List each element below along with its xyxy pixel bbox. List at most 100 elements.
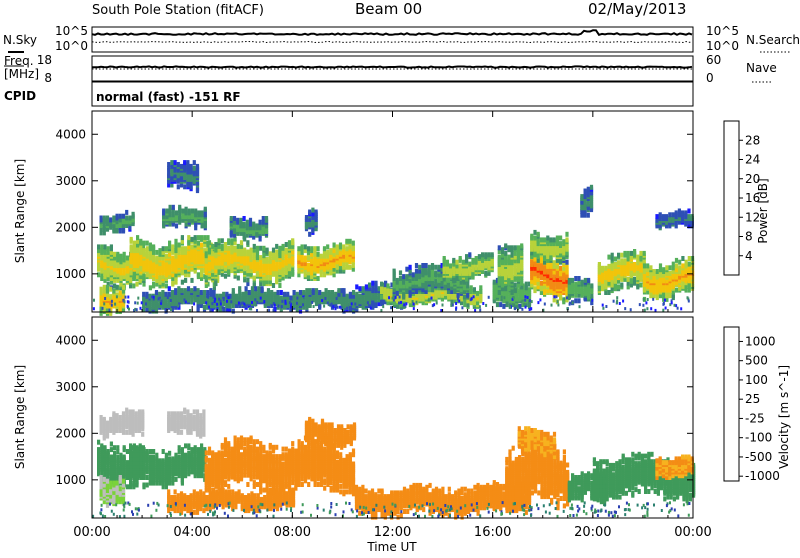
y-tick-label: 1000 xyxy=(55,267,86,281)
heatmap-cell xyxy=(443,256,446,261)
heatmap-cell xyxy=(119,254,122,259)
heatmap-cell xyxy=(196,164,199,169)
heatmap-cell xyxy=(239,218,242,223)
heatmap-speckle xyxy=(137,302,139,305)
heatmap-cell xyxy=(325,288,328,293)
heatmap-cell xyxy=(194,235,197,240)
heatmap-speckle xyxy=(125,296,127,299)
heatmap-cell xyxy=(277,290,280,295)
heatmap-cell xyxy=(291,238,294,243)
heatmap-cell xyxy=(116,455,119,460)
heatmap-speckle xyxy=(479,308,481,311)
heatmap-speckle xyxy=(281,305,283,308)
heatmap-cell xyxy=(265,216,268,221)
heatmap-cell xyxy=(685,260,688,265)
heatmap-cell xyxy=(659,263,662,268)
heatmap-speckle xyxy=(128,308,130,311)
heatmap-speckle xyxy=(165,301,167,304)
noise-tick-left-top: 10^5 xyxy=(55,24,88,38)
heatmap-cell xyxy=(234,246,237,251)
heatmap-speckle xyxy=(114,303,116,306)
heatmap-speckle xyxy=(643,298,645,301)
heatmap-cell xyxy=(346,294,349,299)
heatmap-cell xyxy=(409,265,412,270)
heatmap-cell xyxy=(320,254,323,259)
heatmap-speckle xyxy=(529,299,531,302)
heatmap-speckle xyxy=(274,304,276,307)
heatmap-cell xyxy=(183,160,186,165)
cpid-panel: CPID normal (fast) -151 RF xyxy=(4,82,693,106)
heatmap-cell xyxy=(186,160,189,165)
heatmap-cell xyxy=(620,283,623,288)
heatmap-cell xyxy=(371,281,374,286)
heatmap-speckle xyxy=(503,296,505,299)
heatmap-cell xyxy=(218,238,221,243)
heatmap-cell xyxy=(318,290,321,295)
heatmap-cell xyxy=(177,162,180,167)
freq-tick-bottom: 8 xyxy=(44,71,52,85)
heatmap-speckle xyxy=(455,302,457,305)
heatmap-cell xyxy=(380,295,383,300)
heatmap-cell xyxy=(113,445,116,450)
heatmap-cell xyxy=(493,280,496,285)
heatmap-speckle xyxy=(127,305,129,308)
heatmap-cell xyxy=(130,270,133,275)
heatmap-cell xyxy=(623,251,626,256)
heatmap-speckle xyxy=(572,301,574,304)
heatmap-cell xyxy=(614,257,617,262)
heatmap-speckle xyxy=(311,301,313,304)
heatmap-speckle xyxy=(616,300,618,303)
heatmap-cell xyxy=(326,244,329,249)
heatmap-cell xyxy=(126,449,129,454)
heatmap-speckle xyxy=(399,296,401,299)
heatmap-speckle xyxy=(630,308,632,311)
heatmap-cell xyxy=(177,286,180,291)
heatmap-cell xyxy=(431,263,434,268)
heatmap-speckle xyxy=(403,303,405,306)
heatmap-cell xyxy=(174,288,177,293)
heatmap-cell xyxy=(275,250,278,255)
heatmap-cell xyxy=(587,187,590,192)
heatmap-cell xyxy=(662,214,665,219)
heatmap-speckle xyxy=(177,305,179,308)
heatmap-speckle xyxy=(388,296,390,299)
heatmap-cell xyxy=(574,298,577,303)
heatmap-cell xyxy=(484,271,487,276)
heatmap-cell xyxy=(112,289,115,294)
heatmap-speckle xyxy=(482,302,484,305)
heatmap-speckle xyxy=(655,309,657,312)
heatmap-cell xyxy=(203,235,206,240)
heatmap-cell xyxy=(165,254,168,259)
heatmap-cell xyxy=(155,290,158,295)
heatmap-speckle xyxy=(383,300,385,303)
heatmap-cell xyxy=(617,253,620,258)
heatmap-speckle xyxy=(153,296,155,299)
heatmap-speckle xyxy=(151,295,153,298)
heatmap-cell xyxy=(565,237,568,242)
heatmap-cell xyxy=(630,251,633,256)
heatmap-cell xyxy=(208,240,211,245)
heatmap-cell xyxy=(328,290,331,295)
heatmap-cell xyxy=(549,237,552,242)
heatmap-speckle xyxy=(677,307,679,310)
heatmap-cell xyxy=(211,251,214,256)
heatmap-cell xyxy=(181,280,184,285)
heatmap-cell xyxy=(501,247,504,252)
heatmap-cell xyxy=(230,216,233,221)
heatmap-speckle xyxy=(268,309,270,312)
heatmap-speckle xyxy=(251,301,253,304)
heatmap-speckle xyxy=(413,303,415,306)
heatmap-speckle xyxy=(302,303,304,306)
heatmap-cell xyxy=(517,245,520,250)
heatmap-speckle xyxy=(436,302,438,305)
colorbar-frame xyxy=(724,121,739,275)
heatmap-speckle xyxy=(124,300,126,303)
heatmap-cell xyxy=(678,265,681,270)
heatmap-speckle xyxy=(256,301,258,304)
heatmap-cell xyxy=(246,277,249,282)
heatmap-cell xyxy=(107,246,110,251)
heatmap-speckle xyxy=(471,297,473,300)
heatmap-cell xyxy=(502,304,505,309)
heatmap-cell xyxy=(204,207,207,212)
